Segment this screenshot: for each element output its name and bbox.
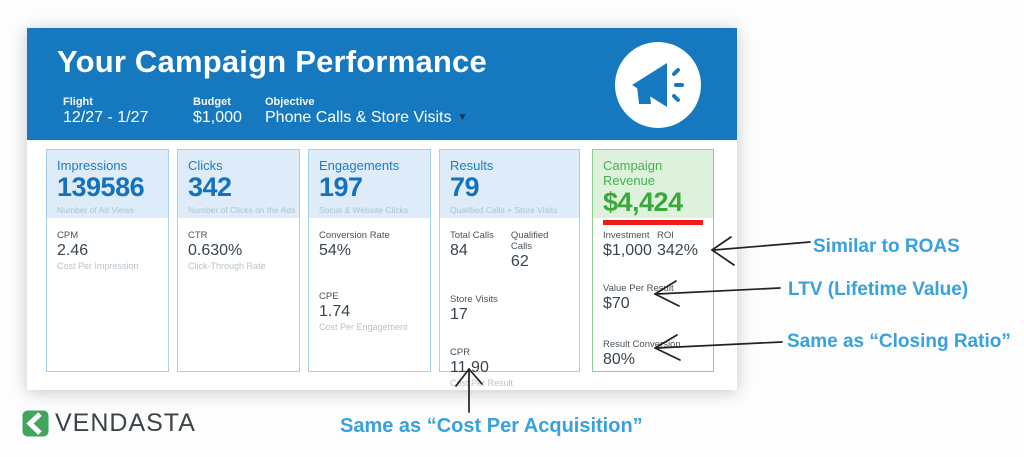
card-revenue-body: Investment $1,000 ROI 342% Value Per Res…	[593, 218, 713, 369]
objective-dropdown[interactable]: Objective Phone Calls & Store Visits ▼	[265, 96, 467, 127]
card-results-header: Results 79 Qualified Calls + Store Visit…	[440, 150, 579, 218]
annotation-roas: Similar to ROAS	[813, 236, 960, 257]
annotation-closing-ratio: Same as “Closing Ratio”	[787, 331, 1011, 352]
metric-row-calls: Total Calls 84 Qualified Calls 62	[450, 230, 569, 271]
card-results-body: Total Calls 84 Qualified Calls 62 Store …	[440, 218, 579, 388]
metric-store-visits: Store Visits 17	[450, 294, 498, 323]
card-value: 79	[450, 172, 480, 202]
metric-value-per-result: Value Per Result $70	[603, 283, 674, 312]
campaign-performance-panel: Your Campaign Performance Flight 12/27 -…	[27, 28, 737, 390]
flight-value: 12/27 - 1/27	[63, 109, 149, 126]
card-subtitle: Social & Website Clicks	[319, 205, 409, 216]
budget-label: Budget	[193, 96, 231, 108]
card-subtitle: Qualified Calls + Store Visits	[450, 205, 558, 216]
budget-value: $1,000	[193, 109, 242, 126]
metric-qualified-calls: Qualified Calls 62	[510, 230, 549, 270]
metric-roi: ROI 342%	[657, 230, 698, 259]
card-subtitle: Number of Ad Views	[57, 205, 134, 216]
card-engagements-header: Engagements 197 Social & Website Clicks	[309, 150, 430, 218]
flight-info: Flight 12/27 - 1/27	[63, 96, 148, 127]
megaphone-icon	[615, 42, 701, 128]
objective-label: Objective	[265, 96, 315, 108]
card-impressions-header: Impressions 139586 Number of Ad Views	[47, 150, 168, 218]
metric-total-calls: Total Calls 84	[450, 230, 494, 259]
card-subtitle: Number of Clicks on the Ads	[188, 205, 296, 216]
metric-cpr: CPR 11.90 Cost Per Result	[450, 347, 514, 388]
metric-conversion-rate: Conversion Rate 54%	[319, 230, 390, 259]
card-title: Impressions	[57, 158, 128, 173]
card-impressions-body: CPM 2.46 Cost Per Impression	[47, 218, 168, 271]
metric-ctr: CTR 0.630% Click-Through Rate	[188, 230, 266, 271]
metric-result-conversion: Result Conversion 80%	[603, 339, 681, 368]
metric-cpe: CPE 1.74 Cost Per Engagement	[319, 291, 408, 332]
card-title: Campaign Revenue	[603, 158, 663, 188]
objective-value[interactable]: Phone Calls & Store Visits ▼	[265, 109, 468, 126]
card-clicks-body: CTR 0.630% Click-Through Rate	[178, 218, 299, 271]
card-title: Results	[450, 158, 494, 173]
card-value: 197	[319, 172, 363, 202]
red-underline	[603, 220, 703, 226]
card-clicks: Clicks 342 Number of Clicks on the Ads C…	[177, 149, 300, 372]
metric-row-investment-roi: Investment $1,000 ROI 342%	[603, 230, 703, 260]
card-value: $4,424	[603, 187, 683, 217]
card-title: Clicks	[188, 158, 223, 173]
vendasta-logo-text: VENDASTA	[55, 409, 196, 437]
header: Your Campaign Performance Flight 12/27 -…	[27, 28, 737, 140]
chevron-down-icon: ▼	[457, 112, 468, 124]
vendasta-logo: VENDASTA	[22, 409, 196, 438]
metric-investment: Investment $1,000	[603, 230, 652, 259]
card-results: Results 79 Qualified Calls + Store Visit…	[439, 149, 580, 388]
page-title: Your Campaign Performance	[57, 44, 487, 79]
card-campaign-revenue: Campaign Revenue $4,424 Investment $1,00…	[592, 149, 714, 372]
annotation-ltv: LTV (Lifetime Value)	[788, 279, 969, 300]
metric-cpm: CPM 2.46 Cost Per Impression	[57, 230, 139, 271]
budget-info: Budget $1,000	[193, 96, 242, 127]
card-value: 139586	[57, 172, 145, 202]
card-engagements-body: Conversion Rate 54% CPE 1.74 Cost Per En…	[309, 218, 430, 332]
card-value: 342	[188, 172, 232, 202]
card-revenue-header: Campaign Revenue $4,424	[593, 150, 713, 226]
card-impressions: Impressions 139586 Number of Ad Views CP…	[46, 149, 169, 372]
card-title: Engagements	[319, 158, 400, 173]
flight-label: Flight	[63, 96, 93, 108]
annotation-cpa: Same as “Cost Per Acquisition”	[340, 415, 643, 437]
card-clicks-header: Clicks 342 Number of Clicks on the Ads	[178, 150, 299, 218]
card-engagements: Engagements 197 Social & Website Clicks …	[308, 149, 431, 372]
vendasta-logo-icon	[22, 410, 49, 437]
